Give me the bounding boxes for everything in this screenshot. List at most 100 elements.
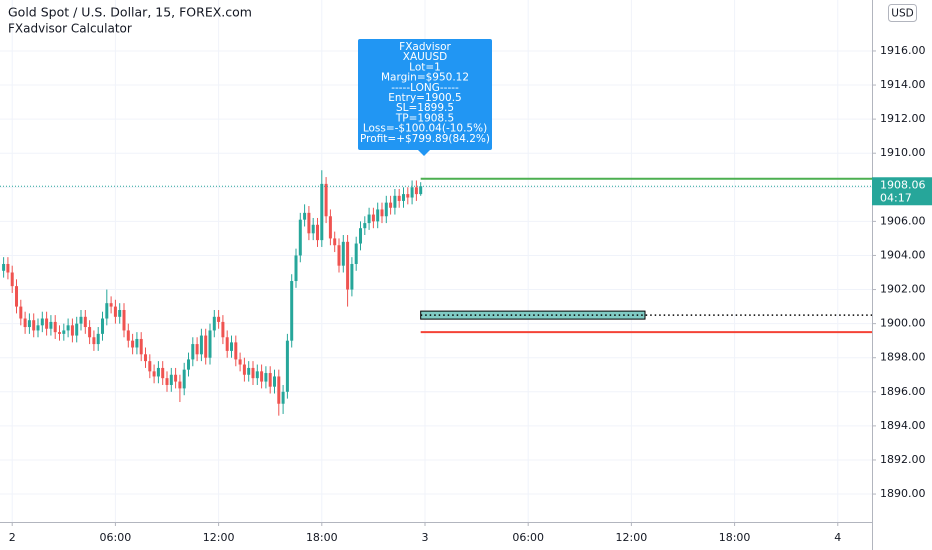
candle-body — [161, 367, 165, 379]
y-tick-label: 1906.00 — [880, 214, 926, 227]
x-tick-label: 12:00 — [203, 531, 235, 544]
candle-body — [272, 376, 276, 387]
candle-body — [281, 391, 285, 404]
candle-body — [40, 318, 44, 326]
candle-body — [45, 318, 49, 329]
candle-body — [389, 202, 393, 208]
chart-title: Gold Spot / U.S. Dollar, 15, FOREX.com — [8, 5, 252, 20]
candle-body — [174, 374, 178, 382]
candle-body — [32, 320, 36, 331]
candle-body — [358, 228, 362, 244]
candle-body — [285, 340, 289, 392]
candle-body — [92, 337, 96, 345]
x-tick-label: 12:00 — [616, 531, 648, 544]
candle-body — [139, 338, 143, 355]
indicator-name: FXadvisor Calculator — [8, 22, 132, 36]
candle-body — [148, 361, 152, 372]
tooltip-pointer — [418, 150, 430, 156]
candle-body — [49, 321, 53, 329]
y-tick-label: 1898.00 — [880, 351, 926, 364]
currency-label[interactable]: USD — [891, 8, 913, 20]
candle-body — [260, 371, 264, 382]
countdown-label: 04:17 — [880, 191, 912, 204]
candle-body — [363, 223, 367, 229]
candle-body — [19, 306, 23, 319]
tooltip-line: Entry=1900.5 — [388, 92, 461, 104]
candle-body — [371, 214, 375, 222]
candle-body — [251, 367, 255, 379]
candle-body — [195, 344, 199, 355]
candle-body — [165, 378, 169, 385]
candle-body — [10, 272, 14, 287]
candle-body — [27, 320, 31, 328]
currency-badge[interactable] — [888, 4, 917, 22]
y-tick-label: 1904.00 — [880, 248, 926, 261]
tooltip-line: -----LONG----- — [391, 82, 459, 94]
candle-body — [88, 327, 92, 338]
candle-body — [406, 194, 410, 198]
candle-body — [62, 330, 66, 334]
tooltip-line: Loss=-$100.04(-10.5%) — [363, 123, 487, 135]
candle-body — [118, 309, 122, 317]
candle-body — [212, 316, 216, 331]
candle-body — [354, 243, 358, 264]
plot — [0, 170, 872, 416]
tooltip-box — [358, 39, 492, 150]
candle-body — [414, 187, 418, 195]
candle-body — [101, 318, 105, 334]
candle-body — [75, 323, 79, 336]
candle-body — [328, 216, 332, 239]
candle-body — [208, 330, 212, 358]
y-tick-label: 1894.00 — [880, 419, 926, 432]
x-tick-label: 2 — [9, 531, 16, 544]
candle-body — [294, 255, 298, 282]
candle-body — [191, 344, 195, 360]
candle-body — [2, 263, 6, 271]
candle-body — [152, 371, 156, 377]
tooltip-line: TP=1908.5 — [395, 112, 454, 124]
candle-body — [320, 183, 324, 241]
candle-body — [36, 325, 40, 331]
tooltip-line: FXadvisor — [399, 41, 451, 53]
candle-body — [66, 325, 70, 331]
candle-body — [53, 321, 57, 333]
candle-body — [234, 342, 238, 360]
candle-body — [15, 286, 19, 307]
candle-body — [242, 364, 246, 375]
candle-body — [376, 209, 380, 222]
tooltip-line: Margin=$950.12 — [381, 72, 469, 84]
x-tick-label: 06:00 — [512, 531, 544, 544]
candle-body — [264, 373, 268, 382]
candle-body — [70, 325, 74, 336]
candle-body — [126, 330, 130, 341]
candle-body — [384, 202, 388, 217]
y-tick-label: 1916.00 — [880, 44, 926, 57]
candle-body — [217, 316, 221, 322]
candle-body — [324, 183, 328, 217]
candle-body — [6, 263, 10, 273]
candle-body — [144, 354, 148, 362]
candle-body — [105, 303, 109, 319]
y-tick-label: 1890.00 — [880, 487, 926, 500]
last-price-tag — [872, 177, 932, 206]
y-tick-label: 1914.00 — [880, 78, 926, 91]
entry-box — [420, 310, 646, 320]
candle-body — [303, 212, 307, 220]
candle-body — [199, 335, 203, 355]
tooltip-line: Profit=+$799.89(84.2%) — [360, 133, 490, 145]
candle-body — [350, 263, 354, 290]
candle-body — [187, 359, 191, 370]
candle-body — [397, 195, 401, 201]
axes: 1890.00 1892.00 1894.00 1896.00 1898.00 1900.… — [9, 44, 932, 544]
last-price-label: 1908.06 — [880, 178, 926, 191]
y-tick-label: 1900.00 — [880, 317, 926, 330]
candle-body — [156, 367, 160, 377]
candle-body — [367, 214, 371, 224]
candle-body — [113, 306, 117, 317]
candle-body — [311, 224, 315, 234]
candle-body — [333, 238, 337, 246]
candle-body — [247, 367, 251, 375]
x-tick-label: 18:00 — [719, 531, 751, 544]
candle-body — [182, 369, 186, 389]
